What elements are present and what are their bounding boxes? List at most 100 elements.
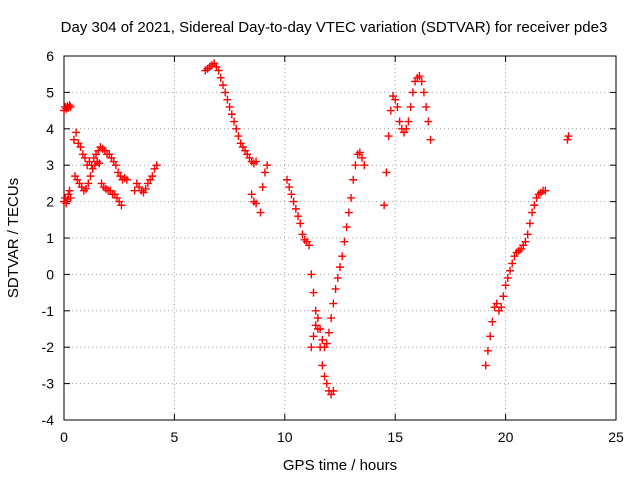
data-point-seg-k-11 bbox=[506, 266, 515, 275]
data-point-seg-k-5 bbox=[492, 299, 501, 308]
data-point-seg-i-16 bbox=[342, 223, 351, 232]
data-point-seg-j-19 bbox=[422, 102, 431, 111]
data-point-seg-l-1 bbox=[564, 132, 573, 141]
data-point-seg-j-13 bbox=[408, 88, 417, 97]
data-point-seg-k-18 bbox=[521, 237, 530, 246]
data-point-seg-h-21 bbox=[329, 386, 338, 395]
data-point-seg-d-6 bbox=[84, 179, 93, 188]
y-tick-label-4: 0 bbox=[46, 266, 54, 282]
data-point-seg-f-15 bbox=[234, 132, 243, 141]
data-point-seg-i-22 bbox=[355, 148, 364, 157]
data-point-seg-k-2 bbox=[486, 332, 495, 341]
data-point-seg-j-17 bbox=[417, 77, 426, 86]
data-point-seg-f-23 bbox=[252, 157, 261, 166]
data-point-seg-k-19 bbox=[523, 230, 532, 239]
y-tick-label-0: -4 bbox=[42, 412, 55, 428]
data-point-seg-h-6 bbox=[296, 219, 305, 228]
x-tick-label-1: 5 bbox=[171, 429, 179, 445]
data-point-seg-i-24 bbox=[360, 161, 369, 170]
data-point-seg-c-19 bbox=[111, 161, 120, 170]
data-point-seg-g-3 bbox=[256, 208, 265, 217]
data-point-seg-f-7 bbox=[216, 73, 225, 82]
data-point-seg-h-17 bbox=[320, 372, 329, 381]
data-point-seg-b-6 bbox=[66, 193, 75, 202]
data-point-seg-d-7 bbox=[86, 172, 95, 181]
data-point-seg-g-4 bbox=[258, 183, 267, 192]
data-point-seg-h-4 bbox=[291, 204, 300, 213]
data-point-seg-i-17 bbox=[344, 208, 353, 217]
data-point-seg-d-11 bbox=[95, 159, 104, 168]
data-point-seg-i-14 bbox=[338, 252, 347, 261]
data-point-seg-f-13 bbox=[230, 117, 239, 126]
data-point-seg-i-11 bbox=[331, 284, 340, 293]
data-point-seg-f-8 bbox=[218, 81, 227, 90]
data-point-seg-g-0 bbox=[247, 190, 256, 199]
data-point-seg-h-16 bbox=[318, 361, 327, 370]
y-tick-label-7: 3 bbox=[46, 157, 54, 173]
data-point-seg-j-5 bbox=[391, 95, 400, 104]
data-point-seg-i-13 bbox=[336, 263, 344, 272]
data-point-seg-k-8 bbox=[499, 292, 508, 301]
data-point-seg-i-15 bbox=[340, 237, 349, 246]
data-point-seg-c-1 bbox=[72, 128, 81, 137]
data-point-seg-b-2 bbox=[62, 199, 71, 208]
data-point-seg-h-2 bbox=[287, 190, 296, 199]
data-point-seg-e-8 bbox=[148, 172, 157, 181]
x-tick-label-2: 10 bbox=[277, 429, 293, 445]
axis-ticks: 0 5 10 15 20 25 -4 -3 -2 -1 0 1 2 3 4 5 6 bbox=[42, 48, 624, 445]
x-tick-label-0: 0 bbox=[60, 429, 68, 445]
data-point-seg-i-3 bbox=[313, 314, 322, 323]
data-point-seg-g-6 bbox=[263, 161, 272, 170]
y-tick-label-10: 6 bbox=[46, 48, 54, 64]
data-point-seg-d-5 bbox=[82, 184, 91, 193]
data-point-seg-i-20 bbox=[351, 161, 360, 170]
y-axis-label: SDTVAR / TECUs bbox=[5, 178, 22, 298]
data-point-seg-j-1 bbox=[382, 168, 391, 177]
data-point-seg-k-3 bbox=[488, 317, 497, 326]
data-point-seg-f-10 bbox=[223, 95, 232, 104]
data-point-seg-j-21 bbox=[426, 135, 435, 144]
data-point-seg-c-3 bbox=[76, 143, 85, 151]
data-point-seg-f-14 bbox=[232, 124, 241, 133]
data-point-seg-k-10 bbox=[503, 274, 512, 283]
data-point-seg-k-12 bbox=[508, 259, 517, 268]
y-tick-label-9: 5 bbox=[46, 84, 54, 100]
y-tick-label-2: -2 bbox=[42, 339, 55, 355]
data-point-seg-h-7 bbox=[298, 230, 307, 239]
data-point-seg-i-18 bbox=[347, 193, 356, 202]
data-point-seg-j-18 bbox=[419, 88, 428, 97]
data-point-seg-k-9 bbox=[501, 281, 510, 290]
x-tick-label-3: 15 bbox=[387, 429, 403, 445]
x-axis-label: GPS time / hours bbox=[283, 457, 397, 474]
chart-title: Day 304 of 2021, Sidereal Day-to-day VTE… bbox=[61, 19, 608, 36]
data-point-seg-i-12 bbox=[333, 274, 342, 283]
data-point-seg-g-2 bbox=[252, 199, 261, 208]
data-point-seg-i-0 bbox=[307, 343, 316, 352]
data-point-seg-h-12 bbox=[309, 288, 318, 297]
data-point-seg-i-10 bbox=[329, 299, 338, 308]
data-point-seg-j-11 bbox=[404, 117, 413, 126]
data-point-seg-k-0 bbox=[481, 361, 490, 370]
grid-lines bbox=[64, 56, 616, 420]
data-point-seg-a-5 bbox=[65, 101, 74, 110]
data-point-seg-g-5 bbox=[260, 168, 269, 177]
y-tick-label-6: 2 bbox=[46, 194, 54, 210]
data-point-seg-h-5 bbox=[294, 212, 303, 221]
data-point-seg-i-4 bbox=[316, 325, 325, 333]
data-point-seg-i-7 bbox=[322, 339, 331, 348]
data-point-seg-d-21 bbox=[117, 201, 126, 210]
data-point-seg-k-21 bbox=[528, 208, 537, 217]
data-point-seg-l-0 bbox=[563, 135, 572, 144]
data-point-seg-j-3 bbox=[386, 106, 395, 115]
data-point-seg-h-0 bbox=[283, 175, 292, 184]
data-point-seg-h-1 bbox=[285, 183, 294, 192]
x-tick-label-4: 20 bbox=[498, 429, 514, 445]
data-point-seg-c-24 bbox=[122, 175, 131, 184]
data-point-seg-j-16 bbox=[415, 72, 424, 81]
data-point-seg-i-8 bbox=[324, 328, 333, 337]
data-point-seg-j-12 bbox=[406, 102, 415, 111]
data-point-seg-e-5 bbox=[141, 184, 150, 193]
data-point-seg-a-6 bbox=[66, 102, 75, 111]
data-point-seg-e-10 bbox=[152, 161, 161, 170]
